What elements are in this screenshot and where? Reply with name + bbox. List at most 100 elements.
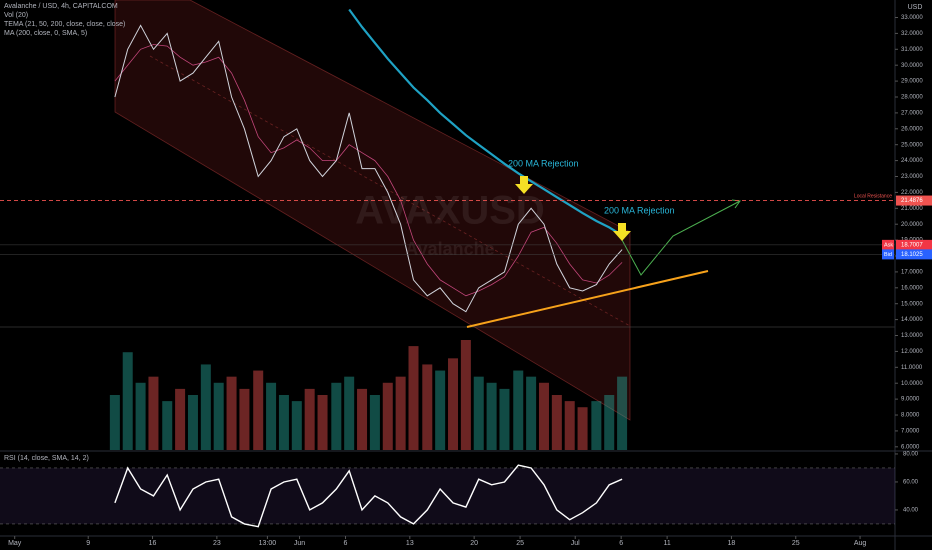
- watermark-subtitle: Avalanche: [405, 239, 494, 259]
- y-tick-label: 26.0000: [901, 126, 923, 132]
- x-tick-label: 11: [663, 540, 670, 547]
- y-tick-label: 23.0000: [901, 174, 923, 180]
- rsi-line: [114, 464, 623, 528]
- y-tick-label: 80.00: [903, 452, 919, 458]
- volume-bar: [135, 382, 146, 450]
- volume-bar: [266, 382, 277, 450]
- y-tick-label: 22.0000: [901, 190, 923, 196]
- volume-bar: [486, 382, 497, 450]
- x-tick-label: Jun: [294, 540, 305, 547]
- arrow: [613, 223, 631, 241]
- bid-value-tag: [896, 249, 932, 260]
- tema-line: [114, 44, 623, 297]
- volume-bar: [538, 382, 549, 450]
- bid-tag: [882, 249, 894, 260]
- volume-bar: [226, 376, 237, 450]
- volume-bar: [617, 376, 628, 450]
- x-tick-label: 25: [516, 540, 524, 547]
- y-tick-label: 40.00: [903, 508, 919, 514]
- y-tick-label: 7.0000: [901, 428, 920, 434]
- y-tick-label: 12.0000: [901, 349, 923, 355]
- y-tick-label: 14.0000: [901, 317, 923, 323]
- volume-bar: [278, 395, 289, 450]
- x-tick-label: May: [8, 540, 22, 547]
- x-tick-label: Aug: [854, 540, 867, 547]
- channel: [114, 0, 631, 421]
- bid-value: 18.1025: [901, 252, 923, 258]
- y-tick-label: 60.00: [903, 480, 919, 486]
- volume-bar: [422, 364, 433, 450]
- volume-bar: [473, 376, 484, 450]
- volume-bar: [148, 376, 159, 450]
- volume-bar: [577, 407, 588, 450]
- volume-bar: [122, 352, 133, 450]
- x-tick-label: 13:00: [259, 540, 277, 547]
- x-tick-label: Jul: [571, 540, 580, 547]
- y-tick-label: 15.0000: [901, 301, 923, 307]
- resistance-label: Local Resistance: [854, 193, 892, 199]
- x-tick-label: 16: [149, 540, 157, 547]
- volume-bar: [395, 376, 406, 450]
- volume-bar: [591, 401, 602, 450]
- ask-tag: [882, 239, 894, 250]
- ma-line: [348, 8, 623, 237]
- volume-bar: [239, 388, 250, 450]
- volume-bar: [187, 395, 198, 450]
- volume-bar: [357, 388, 368, 450]
- x-tick-label: 9: [86, 540, 90, 547]
- volume-bar: [304, 388, 315, 450]
- volume-bar: [317, 395, 328, 450]
- volume-bar: [369, 395, 380, 450]
- channel-mid: [149, 55, 631, 327]
- projection-head: [731, 199, 741, 209]
- volume-bar: [408, 346, 419, 450]
- bid-label: Bid: [884, 252, 892, 258]
- y-tick-label: 6.0000: [901, 444, 920, 450]
- volume-bar: [460, 340, 471, 450]
- volume-bar: [162, 401, 173, 450]
- x-tick-label: 20: [470, 540, 478, 547]
- trendline: [466, 270, 709, 328]
- price-line: [114, 24, 623, 313]
- ask-value: 18.7007: [901, 242, 923, 248]
- legend: Avalanche / USD, 4h, CAPITALCOM: [4, 3, 118, 10]
- volume-bar: [344, 376, 355, 450]
- y-tick-label: 11.0000: [901, 365, 923, 371]
- y-tick-label: 31.0000: [901, 47, 923, 53]
- volume-bar: [513, 370, 524, 450]
- volume-bar: [382, 382, 393, 450]
- volume-bar: [213, 382, 224, 450]
- volume-bar: [526, 376, 537, 450]
- volume-bar: [448, 358, 459, 450]
- volume-bar: [551, 395, 562, 450]
- volume-bar: [604, 395, 615, 450]
- y-tick-label: 27.0000: [901, 110, 923, 116]
- x-tick-label: 25: [792, 540, 800, 547]
- rsi-title: RSI (14, close, SMA, 14, 2): [4, 455, 89, 462]
- annotation: 200 MA Rejection: [604, 205, 675, 215]
- volume-bar: [435, 370, 446, 450]
- legend: MA (200, close, 0, SMA, 5): [4, 30, 87, 37]
- resistance-tag: [896, 195, 932, 206]
- x-tick-label: 23: [213, 540, 221, 547]
- y-tick-label: 33.0000: [901, 15, 923, 21]
- resistance-value: 21.4876: [901, 198, 923, 204]
- y-tick-label: 32.0000: [901, 31, 923, 37]
- watermark: AVAXUSD: [355, 189, 545, 233]
- y-tick-label: 16.0000: [901, 285, 923, 291]
- volume-bar: [175, 388, 186, 450]
- y-tick-label: 24.0000: [901, 158, 923, 164]
- volume-bar: [253, 370, 264, 450]
- x-tick-label: 6: [619, 540, 623, 547]
- volume-bar: [331, 382, 342, 450]
- y-tick-label: 25.0000: [901, 142, 923, 148]
- y-tick-label: 28.0000: [901, 95, 923, 101]
- ask-label: Ask: [884, 242, 893, 248]
- projection: [621, 200, 741, 276]
- ask-value-tag: [896, 239, 932, 250]
- arrow: [515, 176, 533, 194]
- x-tick-label: 6: [344, 540, 348, 547]
- volume-bar: [499, 388, 510, 450]
- legend: Vol (20): [4, 12, 28, 19]
